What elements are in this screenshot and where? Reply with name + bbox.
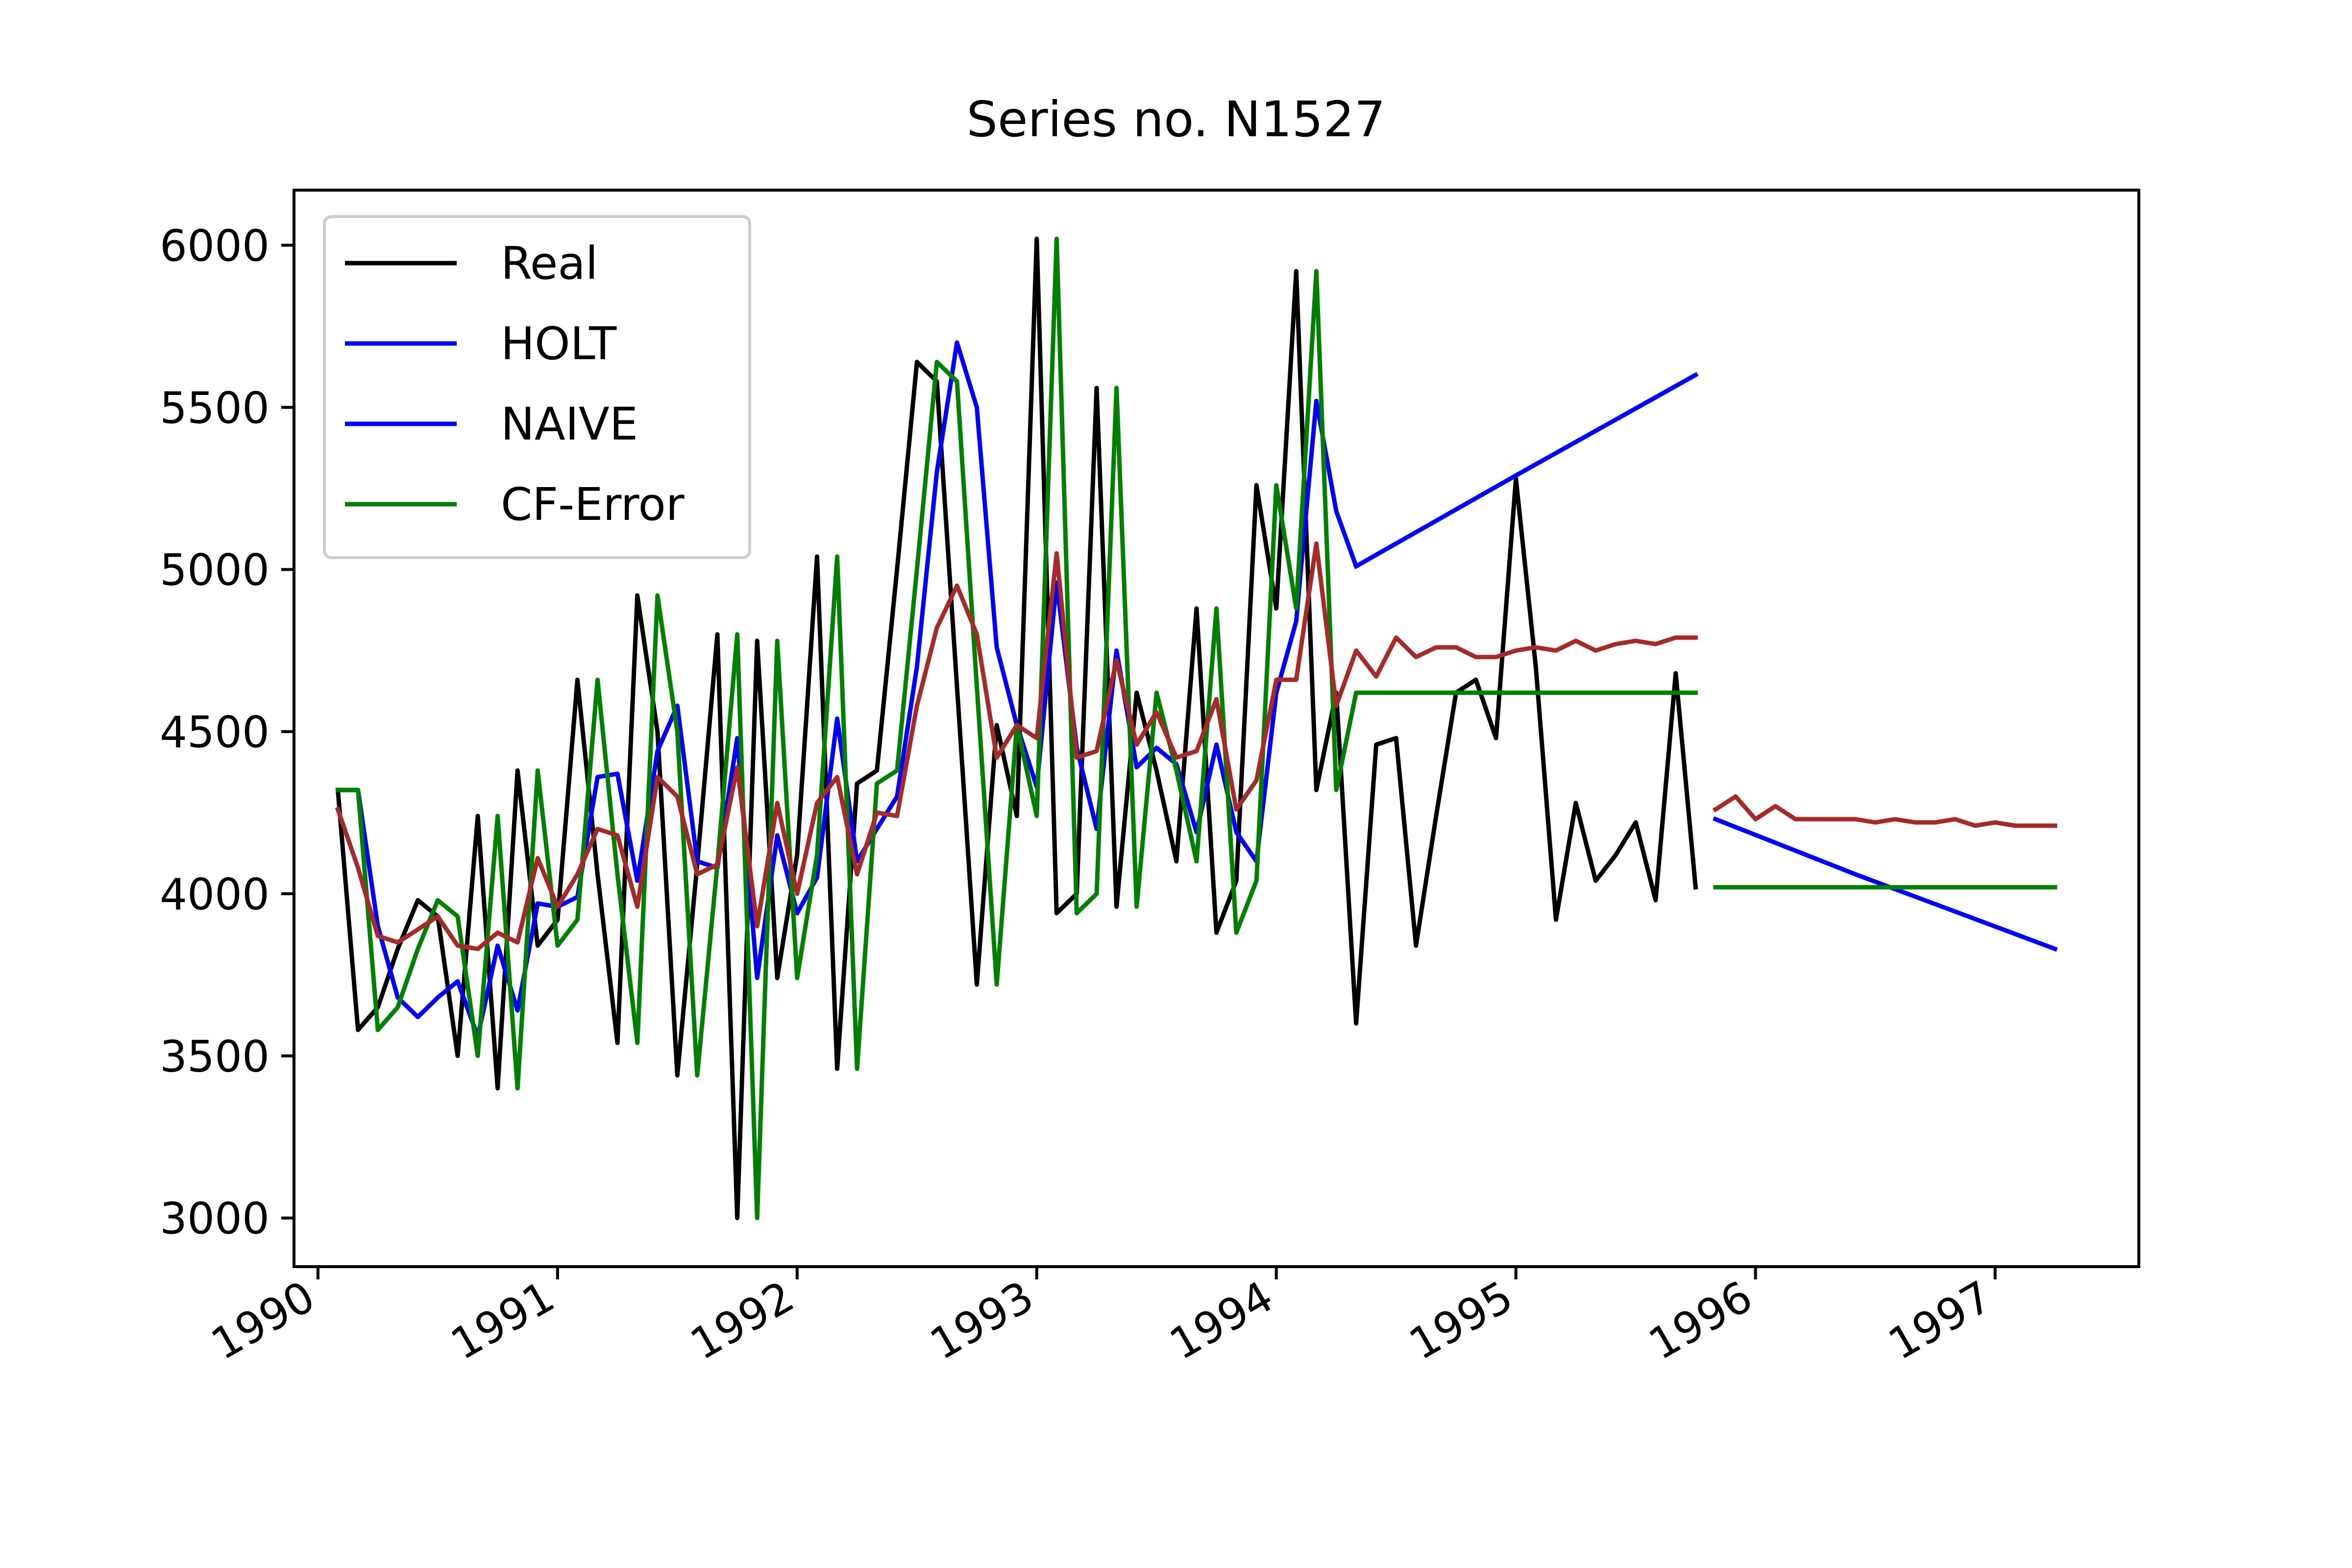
- series-line-real-0: [335, 236, 1698, 1221]
- legend-box: [323, 215, 751, 559]
- x-tick-label: 1991: [442, 1271, 563, 1370]
- series-line-unlabeled-3: [1713, 816, 2058, 952]
- y-tick-label: 5000: [160, 545, 270, 595]
- y-tick-label: 6000: [160, 220, 270, 271]
- chart-title: Series no. N1527: [966, 91, 1386, 148]
- series-line-unlabeled-6: [335, 541, 1698, 951]
- series-layer: [335, 236, 2058, 1221]
- y-tick-label: 4000: [160, 869, 270, 920]
- x-tick-label: 1996: [1641, 1271, 1761, 1370]
- legend-label: NAIVE: [501, 398, 638, 450]
- series-line-cf-error-4: [336, 236, 1698, 1221]
- y-tick-label: 3500: [160, 1031, 270, 1082]
- legend-label: HOLT: [501, 318, 617, 370]
- x-tick-label: 1995: [1401, 1271, 1521, 1370]
- x-tick-label: 1993: [922, 1271, 1042, 1370]
- x-tick-label: 1994: [1161, 1271, 1281, 1370]
- legend-label: CF-Error: [501, 478, 685, 531]
- y-tick-label: 4500: [160, 707, 270, 758]
- legend: Real HOLT NAIVE CF-Error: [323, 215, 751, 559]
- y-tick-label: 5500: [160, 383, 270, 433]
- series-line-unlabeled-7: [1712, 794, 2058, 828]
- legend-label: Real: [501, 237, 598, 290]
- series-line-holt-1: [1353, 372, 1699, 569]
- x-tick-label: 1997: [1880, 1271, 2000, 1370]
- y-tick-label: 3000: [160, 1194, 270, 1244]
- x-tick-label: 1992: [682, 1271, 802, 1370]
- x-tick-label: 1990: [203, 1271, 323, 1370]
- plot-frame: [293, 189, 2140, 1268]
